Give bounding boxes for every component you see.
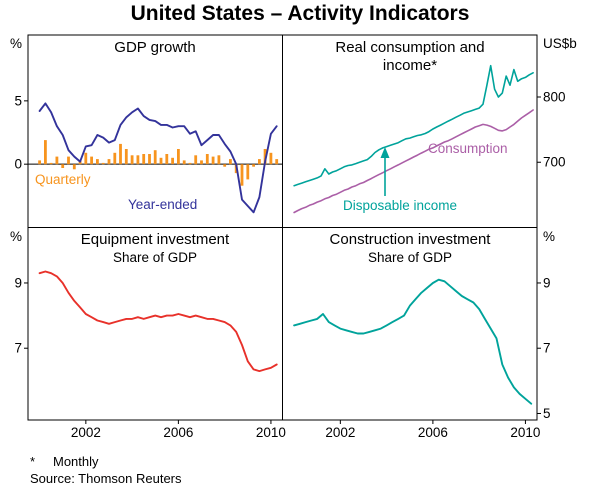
bar-quarterly [130, 155, 134, 165]
line-equipment-investment [38, 270, 278, 373]
footnote-text: Monthly [53, 454, 99, 469]
series-label-disposable-income: Disposable income [343, 198, 458, 213]
y-tick-label: 9 [14, 275, 22, 290]
bar-quarterly [182, 160, 186, 165]
line-consumption [293, 109, 534, 214]
bar-quarterly [101, 162, 105, 165]
bar-quarterly [119, 143, 122, 165]
bar-quarterly [90, 156, 93, 165]
series-label-year-ended: Year-ended [128, 197, 198, 212]
bar-quarterly [96, 159, 99, 165]
y-tick-label: 0 [14, 157, 22, 172]
bar-quarterly [148, 154, 151, 165]
bar-quarterly [229, 159, 232, 165]
disposable-income-arrowhead [380, 147, 390, 158]
bar-quarterly [246, 164, 250, 180]
panel-title-consumption-income: Real consumption and income* [335, 39, 485, 74]
panel-title-equipment-investment: Equipment investment [80, 231, 230, 248]
footnote-marker: * [30, 454, 36, 469]
bar-quarterly [240, 164, 244, 186]
bar-quarterly [263, 149, 267, 165]
bar-quarterly [61, 164, 65, 168]
bar-quarterly [55, 156, 59, 165]
y-tick-label: 7 [543, 341, 551, 356]
series-label-quarterly: Quarterly [35, 172, 91, 187]
bar-quarterly [159, 157, 163, 165]
bar-quarterly [275, 159, 279, 165]
y-tick-label: 700 [543, 155, 566, 170]
bar-quarterly [188, 162, 192, 165]
bar-quarterly [177, 149, 180, 165]
bar-quarterly [124, 149, 128, 165]
y-tick-label: 800 [543, 89, 566, 104]
panel-subtitle-equipment-investment: Share of GDP [112, 250, 198, 265]
figure-title: United States – Activity Indicators [130, 2, 470, 25]
bar-quarterly [269, 152, 273, 165]
bar-quarterly [44, 140, 47, 165]
bar-quarterly [49, 162, 53, 165]
bar-quarterly [223, 164, 227, 167]
line-construction-investment [293, 278, 533, 405]
x-tick-label: 2002 [71, 425, 101, 440]
bar-quarterly [136, 155, 140, 165]
x-tick-label: 2010 [510, 425, 540, 440]
bar-quarterly [258, 159, 261, 165]
x-tick-label: 2002 [325, 425, 355, 440]
bar-quarterly [107, 159, 111, 165]
bar-quarterly [205, 154, 209, 165]
bar-quarterly [142, 154, 146, 165]
bar-quarterly [194, 155, 198, 165]
bar-quarterly [84, 152, 88, 165]
bar-quarterly [211, 156, 215, 165]
x-tick-label: 2010 [256, 425, 286, 440]
bar-quarterly [72, 164, 76, 170]
y-tick-label: 7 [14, 341, 22, 356]
panel-title-construction-investment: Construction investment [329, 231, 491, 248]
x-tick-label: 2006 [163, 425, 193, 440]
bar-quarterly [217, 155, 221, 165]
x-tick-label: 2006 [418, 425, 448, 440]
series-label-consumption: Consumption [428, 141, 508, 156]
bar-quarterly [67, 156, 70, 165]
bar-quarterly [113, 152, 117, 165]
unit-label-percent-bottom-right: % [543, 229, 556, 244]
bar-quarterly [252, 164, 255, 167]
y-tick-label: 9 [543, 275, 551, 290]
panel-title-gdp-growth: GDP growth [114, 39, 196, 56]
unit-label-percent-bottom-left: % [9, 229, 22, 244]
unit-label-usd-billions: US$b [543, 36, 577, 51]
panel-subtitle-construction-investment: Share of GDP [367, 250, 453, 265]
source-text: Source: Thomson Reuters [30, 471, 182, 486]
bar-quarterly [38, 160, 41, 165]
line-disposable-income [293, 64, 534, 187]
bar-quarterly [171, 157, 174, 165]
y-tick-label: 5 [14, 93, 22, 108]
bar-quarterly [200, 160, 203, 165]
bar-quarterly [153, 150, 157, 165]
line-year-ended [38, 102, 278, 214]
unit-label-percent-top-left: % [9, 36, 22, 51]
y-tick-label: 5 [543, 406, 551, 421]
bar-quarterly [165, 154, 169, 165]
